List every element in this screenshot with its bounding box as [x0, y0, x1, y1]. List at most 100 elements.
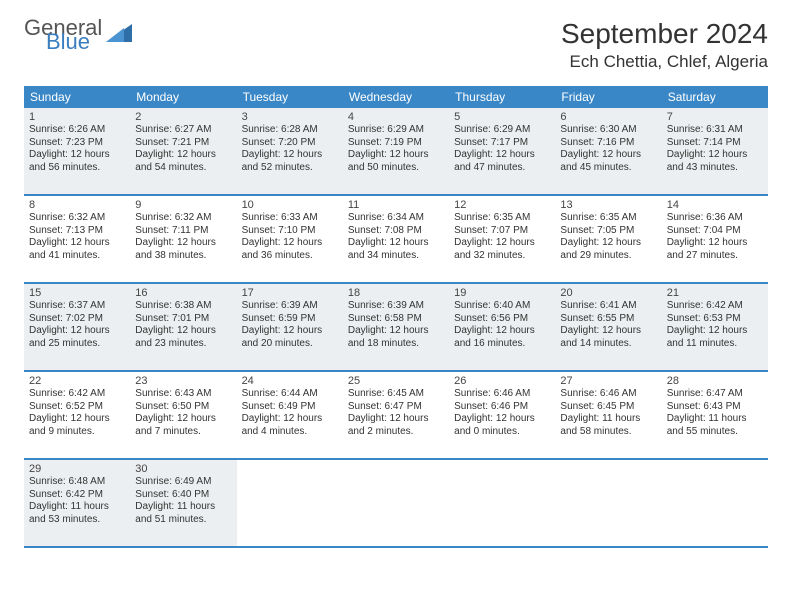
- sunrise-text: Sunrise: 6:48 AM: [29, 476, 125, 489]
- daylight-text-2: and 45 minutes.: [560, 162, 656, 175]
- day-cell: [343, 460, 449, 546]
- day-info: Sunrise: 6:38 AMSunset: 7:01 PMDaylight:…: [135, 300, 231, 350]
- day-info: Sunrise: 6:31 AMSunset: 7:14 PMDaylight:…: [667, 124, 763, 174]
- day-info: Sunrise: 6:49 AMSunset: 6:40 PMDaylight:…: [135, 476, 231, 526]
- sunrise-text: Sunrise: 6:36 AM: [667, 212, 763, 225]
- sunrise-text: Sunrise: 6:37 AM: [29, 300, 125, 313]
- day-info: Sunrise: 6:44 AMSunset: 6:49 PMDaylight:…: [242, 388, 338, 438]
- day-info: Sunrise: 6:41 AMSunset: 6:55 PMDaylight:…: [560, 300, 656, 350]
- day-number: 1: [29, 111, 125, 123]
- sunset-text: Sunset: 7:07 PM: [454, 225, 550, 238]
- daylight-text-1: Daylight: 12 hours: [135, 413, 231, 426]
- sunset-text: Sunset: 7:13 PM: [29, 225, 125, 238]
- day-cell: 25Sunrise: 6:45 AMSunset: 6:47 PMDayligh…: [343, 372, 449, 458]
- daylight-text-2: and 2 minutes.: [348, 426, 444, 439]
- day-cell: [662, 460, 768, 546]
- daylight-text-1: Daylight: 12 hours: [560, 237, 656, 250]
- day-cell: 26Sunrise: 6:46 AMSunset: 6:46 PMDayligh…: [449, 372, 555, 458]
- sunrise-text: Sunrise: 6:47 AM: [667, 388, 763, 401]
- day-cell: 15Sunrise: 6:37 AMSunset: 7:02 PMDayligh…: [24, 284, 130, 370]
- calendar-body: 1Sunrise: 6:26 AMSunset: 7:23 PM Daylight…: [24, 108, 768, 548]
- sunset-text: Sunset: 7:05 PM: [560, 225, 656, 238]
- daylight-text-2: and 27 minutes.: [667, 250, 763, 263]
- day-info: Sunrise: 6:48 AMSunset: 6:42 PMDaylight:…: [29, 476, 125, 526]
- sunrise-text: Sunrise: 6:45 AM: [348, 388, 444, 401]
- daylight-text-2: and 58 minutes.: [560, 426, 656, 439]
- daylight-text-1: Daylight: 12 hours: [242, 149, 338, 162]
- sunset-text: Sunset: 7:23 PM: [29, 137, 125, 150]
- day-cell: 20Sunrise: 6:41 AMSunset: 6:55 PMDayligh…: [555, 284, 661, 370]
- daylight-text-1: Daylight: 11 hours: [135, 501, 231, 514]
- day-number: 6: [560, 111, 656, 123]
- sunset-text: Sunset: 6:58 PM: [348, 313, 444, 326]
- sunrise-text: Sunrise: 6:43 AM: [135, 388, 231, 401]
- daylight-text-2: and 43 minutes.: [667, 162, 763, 175]
- day-info: Sunrise: 6:40 AMSunset: 6:56 PMDaylight:…: [454, 300, 550, 350]
- day-info: Sunrise: 6:42 AMSunset: 6:53 PMDaylight:…: [667, 300, 763, 350]
- day-number: 19: [454, 287, 550, 299]
- day-cell: 29Sunrise: 6:48 AMSunset: 6:42 PMDayligh…: [24, 460, 130, 546]
- daylight-text-1: Daylight: 12 hours: [348, 325, 444, 338]
- day-cell: 16Sunrise: 6:38 AMSunset: 7:01 PMDayligh…: [130, 284, 236, 370]
- title-block: September 2024 Ech Chettia, Chlef, Alger…: [561, 18, 768, 72]
- daylight-text-1: Daylight: 12 hours: [29, 237, 125, 250]
- daylight-text-2: and 0 minutes.: [454, 426, 550, 439]
- daylight-text-1: Daylight: 12 hours: [242, 237, 338, 250]
- daylight-text-2: and 54 minutes.: [135, 162, 231, 175]
- daylight-text-2: and 51 minutes.: [135, 514, 231, 527]
- day-number: 5: [454, 111, 550, 123]
- day-cell: 27Sunrise: 6:46 AMSunset: 6:45 PMDayligh…: [555, 372, 661, 458]
- daylight-text-2: and 16 minutes.: [454, 338, 550, 351]
- day-number: 21: [667, 287, 763, 299]
- daylight-text-2: and 38 minutes.: [135, 250, 231, 263]
- sunset-text: Sunset: 6:47 PM: [348, 401, 444, 414]
- day-number: 28: [667, 375, 763, 387]
- daylight-text-1: Daylight: 11 hours: [560, 413, 656, 426]
- daylight-text-2: and 23 minutes.: [135, 338, 231, 351]
- daylight-text-2: and 29 minutes.: [560, 250, 656, 263]
- sunrise-text: Sunrise: 6:27 AM: [135, 124, 231, 137]
- day-header: Sunday: [24, 86, 130, 108]
- sunrise-text: Sunrise: 6:26 AM: [29, 124, 125, 137]
- month-title: September 2024: [561, 18, 768, 50]
- day-cell: 9Sunrise: 6:32 AMSunset: 7:11 PMDaylight…: [130, 196, 236, 282]
- calendar-week: 22Sunrise: 6:42 AMSunset: 6:52 PMDayligh…: [24, 372, 768, 460]
- day-number: 8: [29, 199, 125, 211]
- sunset-text: Sunset: 7:16 PM: [560, 137, 656, 150]
- day-cell: 2Sunrise: 6:27 AMSunset: 7:21 PMDaylight…: [130, 108, 236, 194]
- calendar-week: 8Sunrise: 6:32 AMSunset: 7:13 PMDaylight…: [24, 196, 768, 284]
- sunset-text: Sunset: 7:21 PM: [135, 137, 231, 150]
- day-cell: 3Sunrise: 6:28 AMSunset: 7:20 PMDaylight…: [237, 108, 343, 194]
- daylight-text-1: Daylight: 11 hours: [29, 501, 125, 514]
- day-number: 24: [242, 375, 338, 387]
- day-info: Sunrise: 6:32 AMSunset: 7:13 PMDaylight:…: [29, 212, 125, 262]
- day-cell: 12Sunrise: 6:35 AMSunset: 7:07 PMDayligh…: [449, 196, 555, 282]
- sunset-text: Sunset: 6:49 PM: [242, 401, 338, 414]
- day-info: Sunrise: 6:29 AMSunset: 7:19 PMDaylight:…: [348, 124, 444, 174]
- sunset-text: Sunset: 6:56 PM: [454, 313, 550, 326]
- day-info: Sunrise: 6:46 AMSunset: 6:45 PMDaylight:…: [560, 388, 656, 438]
- sunrise-text: Sunrise: 6:42 AM: [667, 300, 763, 313]
- day-info: Sunrise: 6:29 AMSunset: 7:17 PMDaylight:…: [454, 124, 550, 174]
- daylight-text-1: Daylight: 12 hours: [560, 325, 656, 338]
- day-number: 4: [348, 111, 444, 123]
- daylight-text-1: Daylight: 11 hours: [667, 413, 763, 426]
- day-number: 16: [135, 287, 231, 299]
- calendar-week: 29Sunrise: 6:48 AMSunset: 6:42 PMDayligh…: [24, 460, 768, 548]
- day-number: 22: [29, 375, 125, 387]
- day-info: Sunrise: 6:27 AMSunset: 7:21 PMDaylight:…: [135, 124, 231, 174]
- day-cell: 11Sunrise: 6:34 AMSunset: 7:08 PMDayligh…: [343, 196, 449, 282]
- day-info: Sunrise: 6:33 AMSunset: 7:10 PMDaylight:…: [242, 212, 338, 262]
- day-number: 17: [242, 287, 338, 299]
- brand-blue: Blue: [46, 32, 102, 52]
- sunrise-text: Sunrise: 6:46 AM: [560, 388, 656, 401]
- daylight-text-2: and 20 minutes.: [242, 338, 338, 351]
- day-header: Thursday: [449, 86, 555, 108]
- sunrise-text: Sunrise: 6:30 AM: [560, 124, 656, 137]
- sunrise-text: Sunrise: 6:33 AM: [242, 212, 338, 225]
- daylight-text-1: Daylight: 12 hours: [667, 325, 763, 338]
- sunset-text: Sunset: 6:50 PM: [135, 401, 231, 414]
- day-cell: 28Sunrise: 6:47 AMSunset: 6:43 PMDayligh…: [662, 372, 768, 458]
- sunset-text: Sunset: 6:59 PM: [242, 313, 338, 326]
- daylight-text-2: and 9 minutes.: [29, 426, 125, 439]
